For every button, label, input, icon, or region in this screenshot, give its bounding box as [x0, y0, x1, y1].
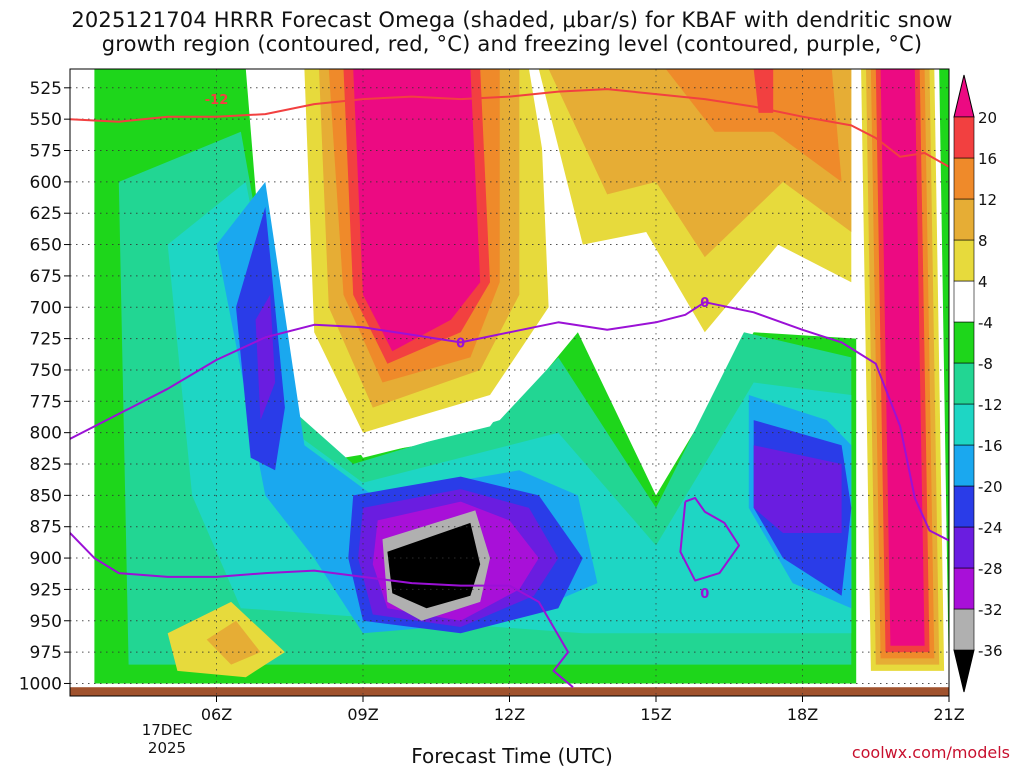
x-tick-label-12Z: 12Z [494, 705, 525, 724]
colorbar-label-8: 8 [978, 232, 988, 250]
colorbar-label--20: -20 [978, 478, 1003, 496]
y-tick-label-850: 850 [30, 486, 62, 506]
colorbar-label-20: 20 [978, 109, 997, 127]
colorbar-bin-teal [953, 403, 975, 446]
credit-link[interactable]: coolwx.com/models [851, 743, 1010, 762]
y-tick-label-875: 875 [30, 518, 62, 538]
title-line-1: 2025121704 HRRR Forecast Omega (shaded, … [71, 8, 953, 32]
colorbar-bin-red [953, 116, 975, 159]
colorbar-label--4: -4 [978, 314, 993, 332]
colorbar-bin-gold [953, 198, 975, 241]
ground-layer [70, 687, 949, 696]
freezing-level-contour [70, 301, 949, 542]
omega-region-9-violet [255, 294, 276, 421]
x-tick-label-06Z: 06Z [201, 705, 232, 724]
y-tick-label-1000: 1000 [19, 674, 62, 694]
freezing-level-lobe-label: 0 [700, 587, 709, 602]
y-tick-label-675: 675 [30, 267, 62, 287]
colorbar-label--8: -8 [978, 355, 993, 373]
omega-region-14-black [387, 522, 481, 609]
freezing-level-low-contour [70, 532, 574, 688]
y-tick-label-925: 925 [30, 580, 62, 600]
colorbar-label--12: -12 [978, 396, 1003, 414]
omega-region-11-violet [753, 445, 842, 533]
colorbar-bin-green [953, 321, 975, 364]
freezing-level-label-2: 0 [700, 296, 709, 311]
colorbar-label--28: -28 [978, 560, 1003, 578]
time-axis: 06Z 09Z 12Z 15Z 18Z 21Z [201, 696, 965, 724]
colorbar-bin-orange [953, 157, 975, 200]
colorbar-bin-gray [953, 608, 975, 651]
ground-surface [70, 687, 949, 696]
colorbar-label--16: -16 [978, 437, 1003, 455]
colorbar-label--24: -24 [978, 519, 1003, 537]
chart-title: 2025121704 HRRR Forecast Omega (shaded, … [0, 8, 1024, 56]
dgz-contour-label: -12 [205, 93, 229, 108]
omega-region-31-magenta [880, 69, 925, 646]
colorbar-bin-seagreen [953, 362, 975, 405]
colorbar-label--32: -32 [978, 601, 1003, 619]
colorbar-bin-magenta [953, 74, 975, 118]
freezing-level-label-1: 0 [456, 336, 465, 351]
y-tick-label-800: 800 [30, 424, 62, 444]
colorbar-bin-white [953, 280, 975, 323]
colorbar-label--36: -36 [978, 642, 1003, 660]
omega-region-20-magenta [353, 69, 481, 352]
colorbar-bin-black [953, 649, 975, 693]
colorbar-bin-violet [953, 526, 975, 569]
x-tick-label-21Z: 21Z [933, 705, 964, 724]
colorbar-label-4: 4 [978, 273, 988, 291]
date-label-line-2: 2025 [148, 739, 186, 757]
y-tick-label-650: 650 [30, 236, 62, 256]
x-tick-label-09Z: 09Z [347, 705, 378, 724]
colorbar-bin-purple [953, 567, 975, 610]
colorbar-label-12: 12 [978, 191, 997, 209]
y-tick-label-775: 775 [30, 392, 62, 412]
colorbar-bin-blue [953, 485, 975, 528]
x-tick-label-18Z: 18Z [787, 705, 818, 724]
date-label-line-1: 17DEC [142, 721, 193, 739]
omega-shading [94, 69, 949, 684]
y-tick-label-700: 700 [30, 298, 62, 318]
title-line-2: growth region (contoured, red, °C) and f… [101, 32, 923, 56]
y-tick-label-725: 725 [30, 330, 62, 350]
omega-region-24-orange [665, 69, 842, 182]
x-axis-label: Forecast Time (UTC) [411, 744, 613, 768]
freezing-level-lobe [679, 496, 740, 582]
omega-region-33-gold [206, 620, 261, 665]
y-tick-label-600: 600 [30, 173, 62, 193]
colorbar-bin-skyblue [953, 444, 975, 487]
y-tick-label-550: 550 [30, 110, 62, 130]
omega-region-25-red [753, 69, 774, 113]
pressure-axis: 525 550 575 600 625 650 675 700 725 750 775 800 825 8… [19, 79, 70, 694]
x-tick-label-15Z: 15Z [640, 705, 671, 724]
colorbar-bin-yellow [953, 239, 975, 282]
colorbar-label-16: 16 [978, 150, 997, 168]
omega-colorbar: -36 -32 -28 -24 -20 -16 -12 -8 -4 4 8 12 16 20 [953, 74, 1003, 693]
y-tick-label-750: 750 [30, 361, 62, 381]
y-tick-label-825: 825 [30, 455, 62, 475]
dgz-contour-minus12 [70, 88, 949, 168]
y-tick-label-975: 975 [30, 643, 62, 663]
y-tick-label-625: 625 [30, 204, 62, 224]
y-tick-label-950: 950 [30, 612, 62, 632]
y-tick-label-900: 900 [30, 549, 62, 569]
contours: -12 0 0 0 [70, 88, 949, 688]
y-tick-label-575: 575 [30, 142, 62, 162]
y-tick-label-525: 525 [30, 79, 62, 99]
